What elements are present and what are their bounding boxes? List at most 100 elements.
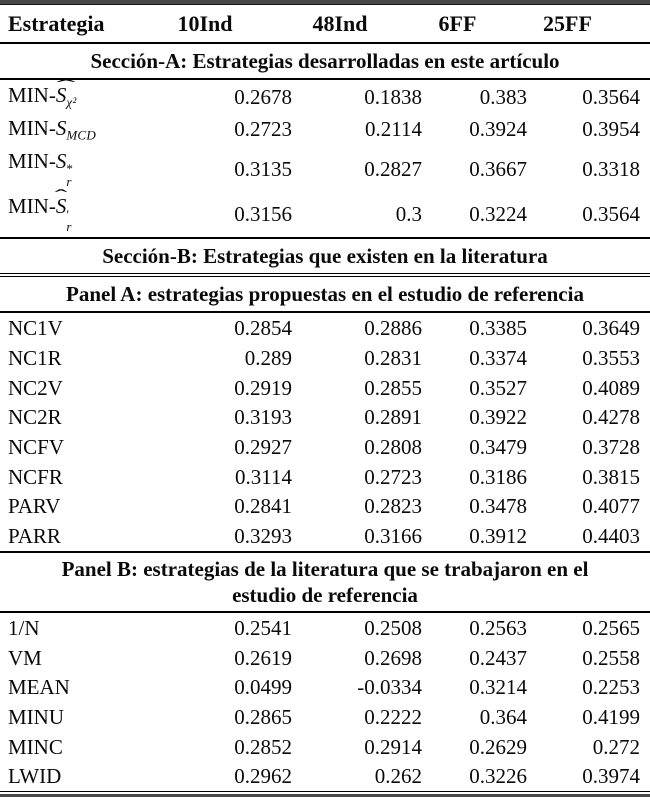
row-label: MEAN: [8, 675, 70, 700]
value-cell: 0.4199: [582, 705, 640, 730]
row-label: 1/N: [8, 616, 40, 641]
value-cell: 0.2914: [364, 734, 422, 759]
section-heading: Sección-B: Estrategias que existen en la…: [0, 236, 650, 278]
value-cell: 0.3224: [469, 202, 527, 227]
value-cell: 0.2927: [234, 434, 292, 459]
table-row: MIN- ˆ Sχ² 0.2678 0.1838 0.383 0.3564: [0, 76, 650, 113]
value-cell: 0.2891: [364, 405, 422, 430]
table-header: Estrategia 10Ind 48Ind 6FF 25FF: [0, 5, 650, 45]
value-cell: 0.0499: [234, 675, 292, 700]
table-top-rule: [0, 0, 650, 5]
hat-icon: ˆ: [56, 76, 76, 97]
value-cell: 0.4089: [582, 375, 640, 400]
value-cell: 0.3815: [582, 464, 640, 489]
value-cell: 0.2841: [234, 494, 292, 519]
value-cell: 0.262: [300, 761, 430, 793]
math-subscript: r: [66, 173, 72, 189]
value-cell: 0.2831: [364, 345, 422, 370]
math-subscript: r: [66, 219, 72, 235]
row-label: MIN- ˆ Sχ²: [8, 76, 77, 110]
panel-heading-row: Panel B: estrategias de la literatura qu…: [0, 550, 650, 614]
row-label: MINC: [8, 734, 63, 759]
strategy-results-table: Estrategia 10Ind 48Ind 6FF 25FF Sección-…: [0, 5, 650, 793]
value-cell: 0.2854: [234, 316, 292, 341]
value-cell: 0.2222: [364, 705, 422, 730]
math-subscript: χ²: [66, 94, 77, 110]
value-cell: 0.272: [592, 734, 640, 759]
value-cell: 0.3214: [469, 675, 527, 700]
row-label: MIN- ˆ S ′ r: [8, 186, 72, 235]
table-row: MIN-S * r 0.3135 0.2827 0.3667 0.3318: [0, 146, 650, 192]
value-cell: 0.2723: [234, 117, 292, 142]
math-superscript: *: [66, 161, 73, 177]
row-label: NC1V: [8, 316, 63, 341]
column-header-10ind: 10Ind: [160, 5, 300, 45]
row-label: VM: [8, 645, 42, 670]
header-row: Estrategia 10Ind 48Ind 6FF 25FF: [0, 5, 650, 45]
value-cell: 0.2508: [364, 616, 422, 641]
math-base: S: [55, 194, 67, 219]
row-label: PARR: [8, 523, 61, 548]
value-cell: 0.2827: [364, 156, 422, 181]
math-base: S: [55, 148, 67, 173]
row-label: PARV: [8, 494, 61, 519]
row-label: MIN-S * r: [8, 148, 73, 189]
section-heading-row: Sección-A: Estrategias desarrolladas en …: [0, 43, 650, 81]
table-row: NCFR 0.3114 0.2723 0.3186 0.3815: [0, 462, 650, 492]
value-cell: 0.1838: [364, 84, 422, 109]
row-label: NCFV: [8, 434, 65, 459]
value-cell: 0.3166: [364, 523, 422, 548]
row-label: NC2R: [8, 405, 62, 430]
value-cell: 0.4403: [582, 523, 640, 548]
value-cell: 0.3912: [469, 523, 527, 548]
table-row: NC2R 0.3193 0.2891 0.3922 0.4278: [0, 402, 650, 432]
math-supsub: * r: [66, 161, 73, 189]
row-label: LWID: [0, 761, 160, 793]
value-cell: 0.2962: [160, 761, 300, 793]
row-label: NC2V: [8, 375, 63, 400]
value-cell: 0.2678: [234, 84, 292, 109]
table-row: MEAN 0.0499 -0.0334 0.3214 0.2253: [0, 672, 650, 702]
value-cell: 0.3374: [469, 345, 527, 370]
value-cell: 0.3974: [535, 761, 650, 793]
math-symbol: S * r: [55, 148, 73, 188]
value-cell: 0.3478: [469, 494, 527, 519]
value-cell: 0.3226: [430, 761, 535, 793]
math-hat-group: ˆ Sχ²: [55, 78, 77, 110]
math-supsub: ′ r: [66, 208, 72, 235]
value-cell: 0.2855: [364, 375, 422, 400]
value-cell: 0.3114: [235, 464, 292, 489]
value-cell: 0.289: [244, 345, 292, 370]
value-cell: 0.4077: [582, 494, 640, 519]
value-cell: 0.2114: [365, 117, 422, 142]
value-cell: 0.2723: [364, 464, 422, 489]
table-row: LWID 0.2962 0.262 0.3226 0.3974: [0, 761, 650, 793]
row-label: MIN-SMCD: [8, 116, 97, 143]
value-cell: 0.3186: [469, 464, 527, 489]
table-row: PARR 0.3293 0.3166 0.3912 0.4403: [0, 521, 650, 552]
math-symbol: SMCD: [55, 116, 96, 142]
math-base: S: [55, 116, 67, 141]
math-base: S: [55, 83, 67, 108]
value-cell: 0.3385: [469, 316, 527, 341]
column-header-48ind: 48Ind: [300, 5, 430, 45]
table-row: NC2V 0.2919 0.2855 0.3527 0.4089: [0, 373, 650, 403]
math-symbol: ˆ Sχ²: [55, 78, 77, 110]
value-cell: 0.3564: [582, 84, 640, 109]
value-cell: 0.3318: [582, 156, 640, 181]
value-cell: 0.3293: [234, 523, 292, 548]
value-cell: 0.3954: [582, 117, 640, 142]
table-row: PARV 0.2841 0.2823 0.3478 0.4077: [0, 491, 650, 521]
value-cell: 0.2886: [364, 316, 422, 341]
value-cell: 0.2565: [582, 616, 640, 641]
value-cell: 0.3527: [469, 375, 527, 400]
value-cell: 0.2629: [469, 734, 527, 759]
value-cell: -0.0334: [357, 675, 422, 700]
table-row: MINC 0.2852 0.2914 0.2629 0.272: [0, 732, 650, 762]
table-row: NCFV 0.2927 0.2808 0.3479 0.3728: [0, 432, 650, 462]
value-cell: 0.2808: [364, 434, 422, 459]
row-label: NCFR: [8, 464, 63, 489]
value-cell: 0.383: [479, 84, 527, 109]
value-cell: 0.364: [479, 705, 527, 730]
